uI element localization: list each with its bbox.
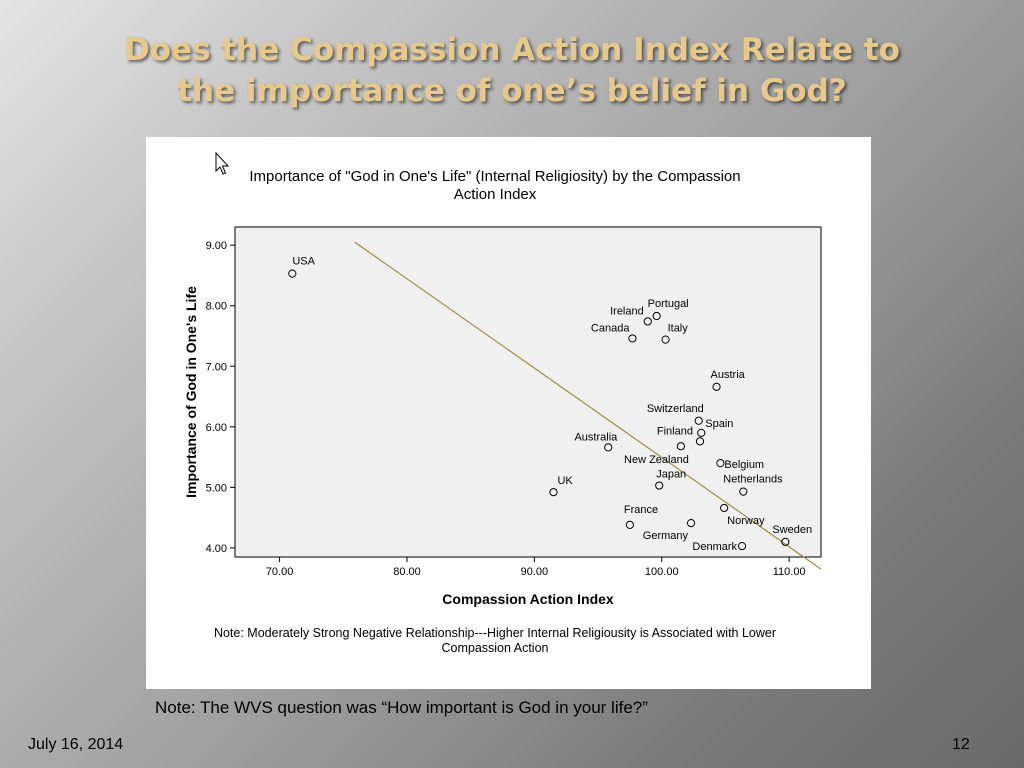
slide-date: July 16, 2014	[28, 736, 124, 753]
fit-line	[354, 241, 822, 570]
point-label: France	[624, 504, 658, 516]
point-label: Belgium	[724, 459, 764, 471]
data-point	[716, 459, 725, 468]
point-label: Norway	[727, 515, 765, 527]
chart-title-line2: Action Index	[454, 186, 537, 203]
points-layer: USA Portugal Ireland Canada Italy Austria Swit…	[288, 256, 812, 553]
data-point	[676, 442, 685, 451]
data-point	[628, 334, 637, 343]
data-point	[720, 503, 729, 513]
mouse-cursor-icon	[215, 151, 230, 175]
point-label: Denmark	[692, 541, 737, 553]
point-label: Austria	[711, 369, 746, 381]
data-point	[686, 518, 696, 528]
x-tick-label: 80.00	[393, 566, 421, 578]
scatter-chart: Importance of "God in One's Life" (Inter…	[183, 151, 822, 655]
slide-title-line2: the importance of one’s belief in God?	[177, 73, 847, 109]
slide-page-number: 12	[952, 736, 970, 753]
point-label: Portugal	[648, 298, 689, 310]
y-tick-label: 6.00	[206, 422, 227, 434]
x-tick-label: 90.00	[521, 566, 549, 578]
point-label: Germany	[643, 530, 689, 542]
y-tick-label: 9.00	[206, 240, 227, 252]
data-point	[549, 488, 558, 497]
data-point	[697, 428, 706, 437]
chart-title-line1: Importance of "God in One's Life" (Inter…	[249, 168, 740, 185]
point-label: Finland	[657, 425, 693, 437]
point-label: UK	[557, 475, 573, 487]
chart-note-line2: Compassion Action	[441, 641, 548, 655]
data-point	[652, 311, 661, 321]
data-point	[712, 382, 721, 391]
data-point	[604, 443, 613, 452]
point-label: Australia	[574, 431, 618, 443]
point-label: Canada	[591, 322, 630, 334]
data-point	[625, 520, 635, 530]
slide-title: Does the Compassion Action Index Relate …	[40, 30, 984, 112]
x-axis: 70.00 80.00 90.00 100.00 110.00	[266, 557, 806, 578]
data-point	[781, 537, 790, 546]
chart-panel: Importance of "God in One's Life" (Inter…	[146, 137, 871, 689]
fit-line-layer	[354, 241, 822, 570]
point-label: Netherlands	[723, 474, 783, 486]
slide-title-line1: Does the Compassion Action Index Relate …	[124, 32, 900, 68]
x-axis-label: Compassion Action Index	[442, 591, 614, 607]
x-tick-label: 110.00	[773, 566, 806, 578]
data-point	[643, 317, 652, 326]
slide-footnote: Note: The WVS question was “How importan…	[155, 698, 648, 717]
point-label: Ireland	[610, 305, 644, 317]
x-tick-label: 100.00	[645, 566, 679, 578]
plot-area	[234, 226, 822, 558]
point-label: Japan	[656, 469, 686, 481]
y-axis-label: Importance of God in One's Life	[183, 286, 199, 498]
data-point	[695, 437, 705, 446]
data-point	[288, 269, 297, 278]
point-label: USA	[292, 256, 315, 268]
point-label: Switzerland	[647, 403, 704, 415]
y-axis: 4.00 5.00 6.00 7.00 8.00 9.00	[206, 240, 235, 555]
data-point	[739, 487, 748, 496]
y-tick-label: 7.00	[206, 361, 227, 373]
point-label: Spain	[705, 418, 733, 430]
y-tick-label: 5.00	[206, 482, 227, 494]
point-label: Italy	[668, 323, 689, 335]
point-label: New Zealand	[624, 454, 689, 466]
y-tick-label: 8.00	[206, 301, 227, 313]
chart-note-line1: Note: Moderately Strong Negative Relatio…	[214, 626, 776, 640]
data-point	[655, 481, 664, 490]
data-point	[694, 416, 703, 425]
point-label: Sweden	[772, 524, 812, 536]
y-tick-label: 4.00	[206, 543, 227, 555]
data-point	[737, 542, 747, 551]
x-tick-label: 70.00	[266, 566, 294, 578]
data-point	[661, 335, 670, 344]
